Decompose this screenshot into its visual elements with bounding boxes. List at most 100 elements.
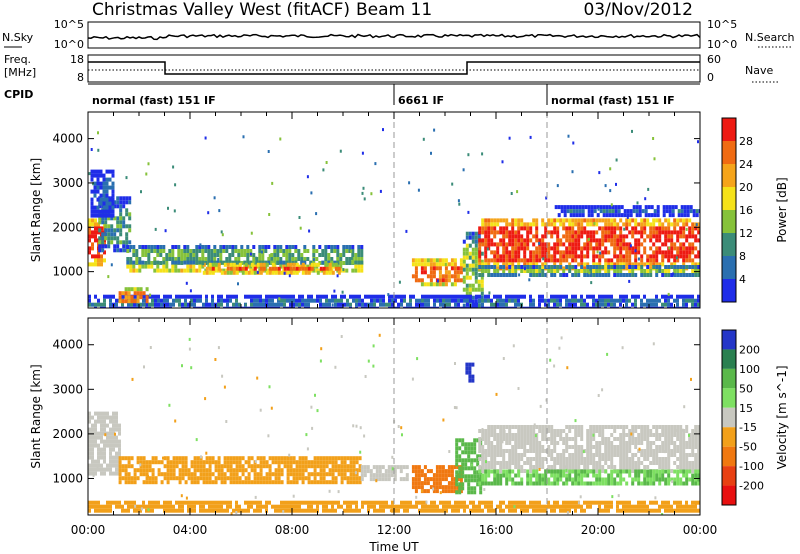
range-gate-cell	[175, 294, 178, 299]
range-gate-cell	[229, 306, 232, 308]
range-gate-cell	[649, 306, 652, 308]
range-gate-cell	[679, 265, 683, 269]
range-gate-cell	[511, 246, 515, 251]
range-gate-cell	[268, 213, 271, 216]
range-gate-cell	[676, 465, 680, 469]
range-gate-cell	[253, 472, 257, 477]
range-gate-cell	[646, 457, 650, 461]
range-gate-cell	[289, 270, 293, 275]
range-gate-cell	[523, 461, 527, 465]
range-gate-cell	[667, 269, 671, 273]
range-gate-cell	[574, 230, 578, 235]
range-gate-cell	[616, 242, 620, 247]
range-gate-cell	[628, 254, 632, 259]
range-gate-cell	[541, 457, 545, 461]
range-gate-cell	[556, 238, 560, 243]
range-gate-cell	[346, 476, 350, 481]
range-gate-cell	[409, 302, 412, 307]
range-gate-cell	[135, 257, 139, 261]
range-gate-cell	[613, 453, 617, 457]
range-gate-cell	[94, 423, 97, 428]
range-gate-cell	[625, 306, 628, 308]
range-gate-cell	[577, 242, 581, 247]
range-gate-cell	[673, 222, 677, 227]
range-gate-cell	[682, 230, 686, 235]
range-gate-cell	[565, 477, 569, 482]
range-gate-cell	[390, 473, 394, 478]
range-gate-cell	[271, 302, 274, 307]
range-gate-cell	[679, 449, 683, 453]
range-gate-cell	[150, 264, 154, 269]
range-gate-cell	[544, 457, 548, 461]
range-gate-cell	[535, 234, 539, 239]
range-gate-cell	[298, 508, 301, 513]
range-gate-cell	[94, 254, 97, 259]
range-gate-cell	[517, 457, 521, 461]
range-gate-cell	[481, 218, 485, 223]
range-gate-cell	[658, 246, 662, 251]
range-gate-cell	[351, 249, 355, 253]
range-gate-cell	[631, 429, 635, 433]
range-gate-cell	[262, 302, 265, 307]
range-gate-cell	[303, 249, 307, 253]
range-gate-cell	[481, 238, 485, 243]
range-gate-cell	[370, 298, 373, 303]
range-gate-cell	[205, 460, 209, 465]
range-gate-cell	[643, 230, 647, 235]
range-gate-cell	[580, 453, 584, 457]
range-gate-cell	[493, 445, 497, 449]
range-gate-cell	[619, 242, 623, 247]
range-gate-cell	[107, 236, 111, 241]
range-gate-cell	[417, 477, 421, 482]
range-gate-cell	[673, 262, 677, 267]
range-gate-cell	[490, 258, 494, 263]
range-gate-cell	[118, 299, 122, 304]
range-gate-cell	[682, 246, 686, 251]
range-gate-cell	[124, 295, 128, 300]
range-gate-cell	[88, 427, 91, 432]
range-gate-cell	[456, 274, 460, 279]
range-gate-cell	[339, 149, 342, 153]
range-gate-cell	[593, 205, 597, 210]
range-gate-cell	[499, 302, 502, 307]
range-gate-cell	[121, 508, 124, 513]
range-gate-cell	[411, 465, 415, 470]
range-gate-cell	[652, 250, 656, 255]
range-gate-cell	[538, 269, 542, 273]
range-gate-cell	[417, 485, 421, 490]
range-gate-cell	[655, 258, 659, 263]
range-gate-cell	[322, 302, 325, 307]
range-gate-cell	[598, 302, 601, 307]
range-gate-cell	[255, 260, 259, 265]
range-gate-cell	[589, 218, 593, 223]
range-gate-cell	[610, 441, 614, 445]
range-gate-cell	[655, 254, 659, 259]
range-gate-cell	[319, 306, 322, 308]
range-gate-cell	[622, 262, 626, 267]
range-gate-cell	[139, 456, 143, 461]
range-gate-cell	[253, 468, 257, 473]
range-gate-cell	[574, 425, 578, 429]
range-gate-cell	[598, 269, 602, 273]
range-gate-cell	[578, 205, 582, 210]
range-gate-cell	[187, 302, 190, 307]
range-gate-cell	[613, 477, 617, 482]
range-gate-cell	[274, 270, 278, 275]
cpid-segment-label: 6661 IF	[398, 94, 444, 107]
range-gate-cell	[187, 508, 190, 513]
range-gate-cell	[574, 445, 578, 449]
range-gate-cell	[354, 257, 358, 261]
range-gate-cell	[655, 250, 659, 255]
range-gate-cell	[675, 256, 678, 260]
range-gate-cell	[568, 298, 571, 303]
range-gate-cell	[276, 249, 280, 253]
range-gate-cell	[628, 273, 632, 277]
range-gate-cell	[360, 469, 364, 474]
range-gate-cell	[511, 266, 515, 271]
range-gate-cell	[169, 464, 173, 469]
range-gate-cell	[520, 246, 524, 251]
range-gate-cell	[535, 222, 539, 227]
range-gate-cell	[556, 473, 560, 478]
range-gate-cell	[490, 461, 494, 465]
range-gate-cell	[688, 453, 692, 457]
